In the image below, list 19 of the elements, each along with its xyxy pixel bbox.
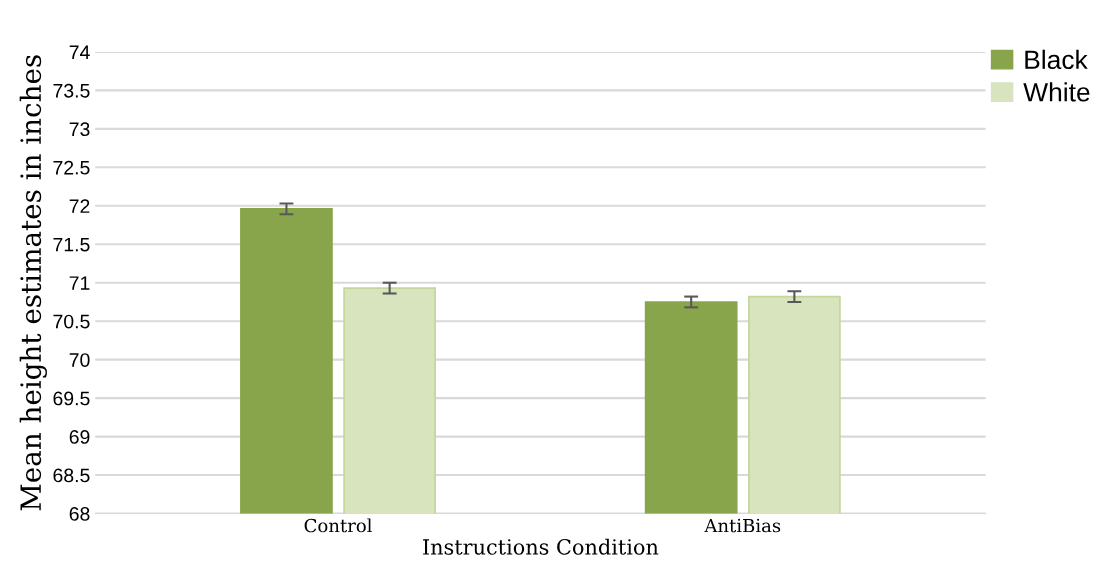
y-tick-label: 68 [69, 507, 90, 521]
y-tick-label: 71.5 [53, 237, 90, 252]
y-axis-title: Mean height estimates in inches [19, 55, 47, 511]
y-tick-label: 69.5 [53, 391, 90, 406]
legend-label: White [1023, 82, 1090, 102]
y-tick-label: 70.5 [53, 314, 90, 329]
y-tick-label: 72.5 [53, 160, 90, 175]
x-axis-title: Instructions Condition [423, 538, 659, 555]
x-tick-label: AntiBias [704, 518, 781, 533]
y-tick-label: 73 [69, 122, 90, 137]
y-tick-label: 72 [69, 199, 90, 213]
y-tick-label: 69 [69, 430, 90, 444]
y-tick-label: 68.5 [53, 468, 90, 483]
y-tick-label: 73.5 [53, 83, 90, 98]
y-tick-label: 71 [69, 276, 90, 290]
y-tick-label: 74 [69, 45, 90, 59]
legend-label: Black [1025, 49, 1088, 70]
y-tick-label: 70 [69, 353, 90, 367]
x-tick-label: Control [304, 518, 372, 533]
